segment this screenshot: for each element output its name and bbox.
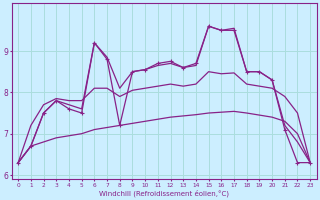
X-axis label: Windchill (Refroidissement éolien,°C): Windchill (Refroidissement éolien,°C) <box>99 189 229 197</box>
